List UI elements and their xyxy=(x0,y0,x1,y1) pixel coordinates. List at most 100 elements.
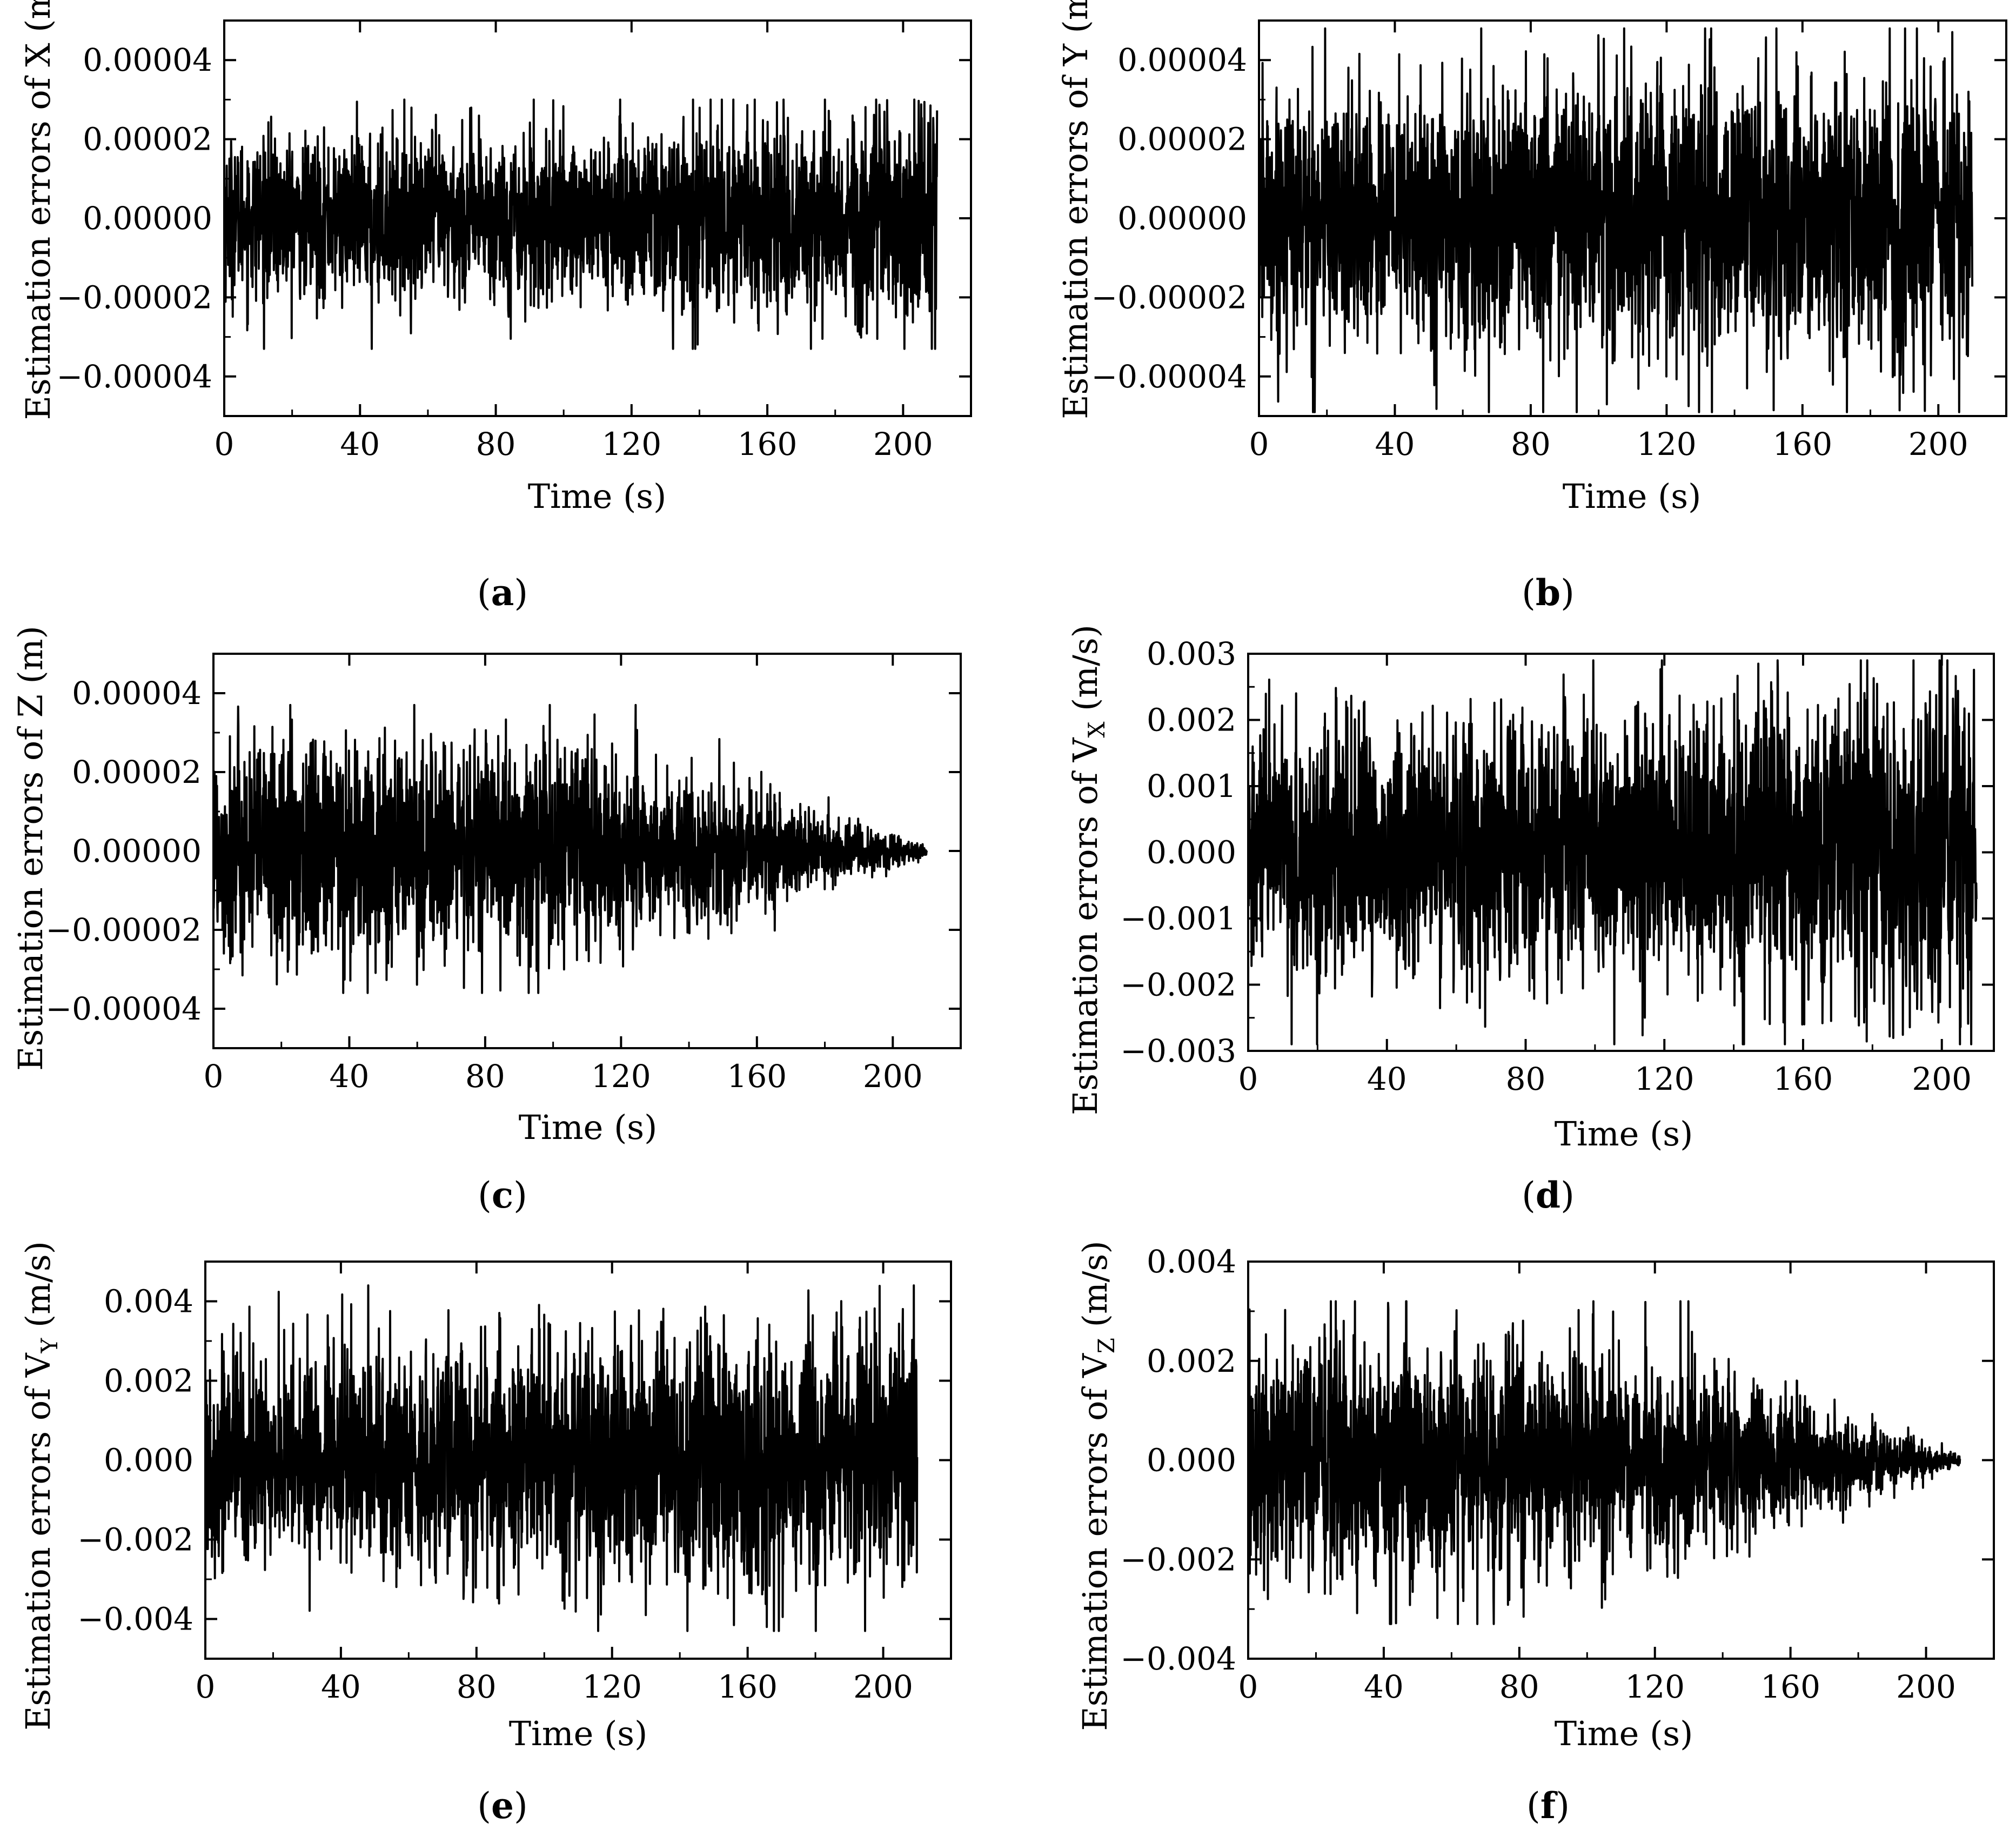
xtick-label-f-2: 80 xyxy=(1499,1668,1539,1705)
xtick-label-f-1: 40 xyxy=(1364,1668,1404,1705)
xtick-label-c-0: 0 xyxy=(204,1058,224,1095)
panel-a: Estimation errors of X (m) Time (s) (a) … xyxy=(18,0,972,614)
ytick-label-e-2: 0.000 xyxy=(104,1442,193,1479)
ytick-label-f-2: 0.000 xyxy=(1147,1442,1236,1479)
ylabel-c: Estimation errors of Z (m) xyxy=(11,626,50,1071)
ytick-label-a-2: 0.00000 xyxy=(83,200,212,237)
xtick-label-b-0: 0 xyxy=(1249,426,1269,462)
ytick-label-a-4: 0.00004 xyxy=(83,42,212,78)
ytick-label-c-1: −0.00002 xyxy=(46,911,202,948)
xtick-label-e-5: 200 xyxy=(853,1668,913,1705)
xlabel-b: Time (s) xyxy=(1563,477,1702,516)
xtick-label-a-5: 200 xyxy=(873,426,933,462)
xtick-label-c-4: 160 xyxy=(727,1058,787,1095)
ytick-label-f-0: −0.004 xyxy=(1120,1640,1236,1677)
xtick-label-c-5: 200 xyxy=(863,1058,923,1095)
xtick-label-a-3: 120 xyxy=(601,426,661,462)
xtick-label-f-0: 0 xyxy=(1238,1668,1258,1705)
xtick-label-c-3: 120 xyxy=(591,1058,651,1095)
panel-e: Estimation errors of VY (m/s) Time (s) (… xyxy=(18,1241,952,1827)
xtick-label-e-4: 160 xyxy=(718,1668,778,1705)
series-line-b xyxy=(1259,27,1974,413)
ytick-label-a-3: 0.00002 xyxy=(83,121,212,158)
ytick-label-c-4: 0.00004 xyxy=(72,675,202,712)
caption-a: (a) xyxy=(477,572,528,614)
ytick-label-d-0: −0.003 xyxy=(1120,1033,1236,1069)
xtick-label-f-3: 120 xyxy=(1625,1668,1685,1705)
ytick-label-f-3: 0.002 xyxy=(1147,1343,1236,1379)
xtick-label-f-5: 200 xyxy=(1896,1668,1956,1705)
ytick-label-c-2: 0.00000 xyxy=(72,833,202,869)
xtick-label-c-2: 80 xyxy=(465,1058,505,1095)
xtick-label-b-5: 200 xyxy=(1908,426,1968,462)
ytick-label-b-1: −0.00002 xyxy=(1091,279,1247,316)
panel-d: Estimation errors of VX (m/s) Time (s) (… xyxy=(1066,625,1995,1216)
xlabel-c: Time (s) xyxy=(519,1108,658,1147)
ytick-label-d-1: −0.002 xyxy=(1120,967,1236,1003)
xtick-label-b-3: 120 xyxy=(1637,426,1697,462)
series-line-d xyxy=(1248,659,1978,1045)
caption-c: (c) xyxy=(478,1174,527,1216)
ytick-label-b-3: 0.00002 xyxy=(1117,121,1247,158)
ytick-label-d-6: 0.003 xyxy=(1147,635,1236,672)
xtick-label-e-3: 120 xyxy=(582,1668,642,1705)
series-line-a xyxy=(224,98,939,350)
ytick-label-e-1: −0.002 xyxy=(77,1521,193,1558)
ytick-label-e-4: 0.004 xyxy=(104,1283,193,1320)
series-line-c xyxy=(213,703,928,994)
caption-d: (d) xyxy=(1522,1174,1575,1216)
ytick-label-d-5: 0.002 xyxy=(1147,702,1236,739)
ylabel-a: Estimation errors of X (m) xyxy=(18,0,58,420)
xtick-label-d-2: 80 xyxy=(1506,1061,1546,1097)
ytick-label-b-4: 0.00004 xyxy=(1117,42,1247,78)
xtick-label-c-1: 40 xyxy=(330,1058,370,1095)
series-line-e xyxy=(205,1284,919,1632)
ytick-label-a-1: −0.00002 xyxy=(57,279,212,316)
ylabel-b: Estimation errors of Y (m) xyxy=(1056,0,1095,419)
xtick-label-a-1: 40 xyxy=(340,426,380,462)
ylabel-f: Estimation errors of VZ (m/s) xyxy=(1075,1241,1120,1731)
panel-f: Estimation errors of VZ (m/s) Time (s) (… xyxy=(1075,1241,1995,1827)
ytick-label-d-3: 0.000 xyxy=(1147,834,1236,871)
ylabel-e: Estimation errors of VY (m/s) xyxy=(18,1241,63,1731)
xtick-label-d-1: 40 xyxy=(1367,1061,1407,1097)
xtick-label-f-4: 160 xyxy=(1760,1668,1820,1705)
panel-c: Estimation errors of Z (m) Time (s) (c) … xyxy=(11,626,962,1216)
caption-e: (e) xyxy=(477,1785,528,1827)
series-line-f xyxy=(1248,1300,1961,1625)
caption-f: (f) xyxy=(1526,1785,1570,1827)
ytick-label-b-0: −0.00004 xyxy=(1091,358,1247,395)
xtick-label-d-5: 200 xyxy=(1912,1061,1972,1097)
ytick-label-e-0: −0.004 xyxy=(77,1601,193,1638)
ytick-label-e-3: 0.002 xyxy=(104,1363,193,1399)
xtick-label-e-0: 0 xyxy=(196,1668,216,1705)
panel-b: Estimation errors of Y (m) Time (s) (b) … xyxy=(1056,0,2007,614)
xtick-label-b-2: 80 xyxy=(1511,426,1551,462)
xlabel-a: Time (s) xyxy=(528,477,667,516)
xtick-label-d-3: 120 xyxy=(1635,1061,1694,1097)
xtick-label-a-2: 80 xyxy=(476,426,516,462)
xtick-label-e-1: 40 xyxy=(321,1668,361,1705)
xlabel-e: Time (s) xyxy=(509,1714,648,1753)
xlabel-f: Time (s) xyxy=(1555,1714,1693,1753)
xtick-label-e-2: 80 xyxy=(457,1668,497,1705)
ytick-label-f-1: −0.002 xyxy=(1120,1541,1236,1578)
ytick-label-c-0: −0.00004 xyxy=(46,990,202,1027)
ytick-label-d-2: −0.001 xyxy=(1120,900,1236,937)
xtick-label-a-0: 0 xyxy=(215,426,235,462)
ytick-label-b-2: 0.00000 xyxy=(1117,200,1247,237)
ytick-label-c-3: 0.00002 xyxy=(72,754,202,790)
ytick-label-a-0: −0.00004 xyxy=(57,358,212,395)
xtick-label-b-4: 160 xyxy=(1772,426,1832,462)
ytick-label-d-4: 0.001 xyxy=(1147,768,1236,804)
ytick-label-f-4: 0.004 xyxy=(1147,1243,1236,1280)
xlabel-d: Time (s) xyxy=(1555,1114,1693,1154)
xtick-label-b-1: 40 xyxy=(1375,426,1415,462)
ylabel-d: Estimation errors of VX (m/s) xyxy=(1066,625,1110,1115)
caption-b: (b) xyxy=(1522,572,1575,614)
xtick-label-d-0: 0 xyxy=(1238,1061,1258,1097)
xtick-label-d-4: 160 xyxy=(1773,1061,1833,1097)
xtick-label-a-4: 160 xyxy=(738,426,798,462)
